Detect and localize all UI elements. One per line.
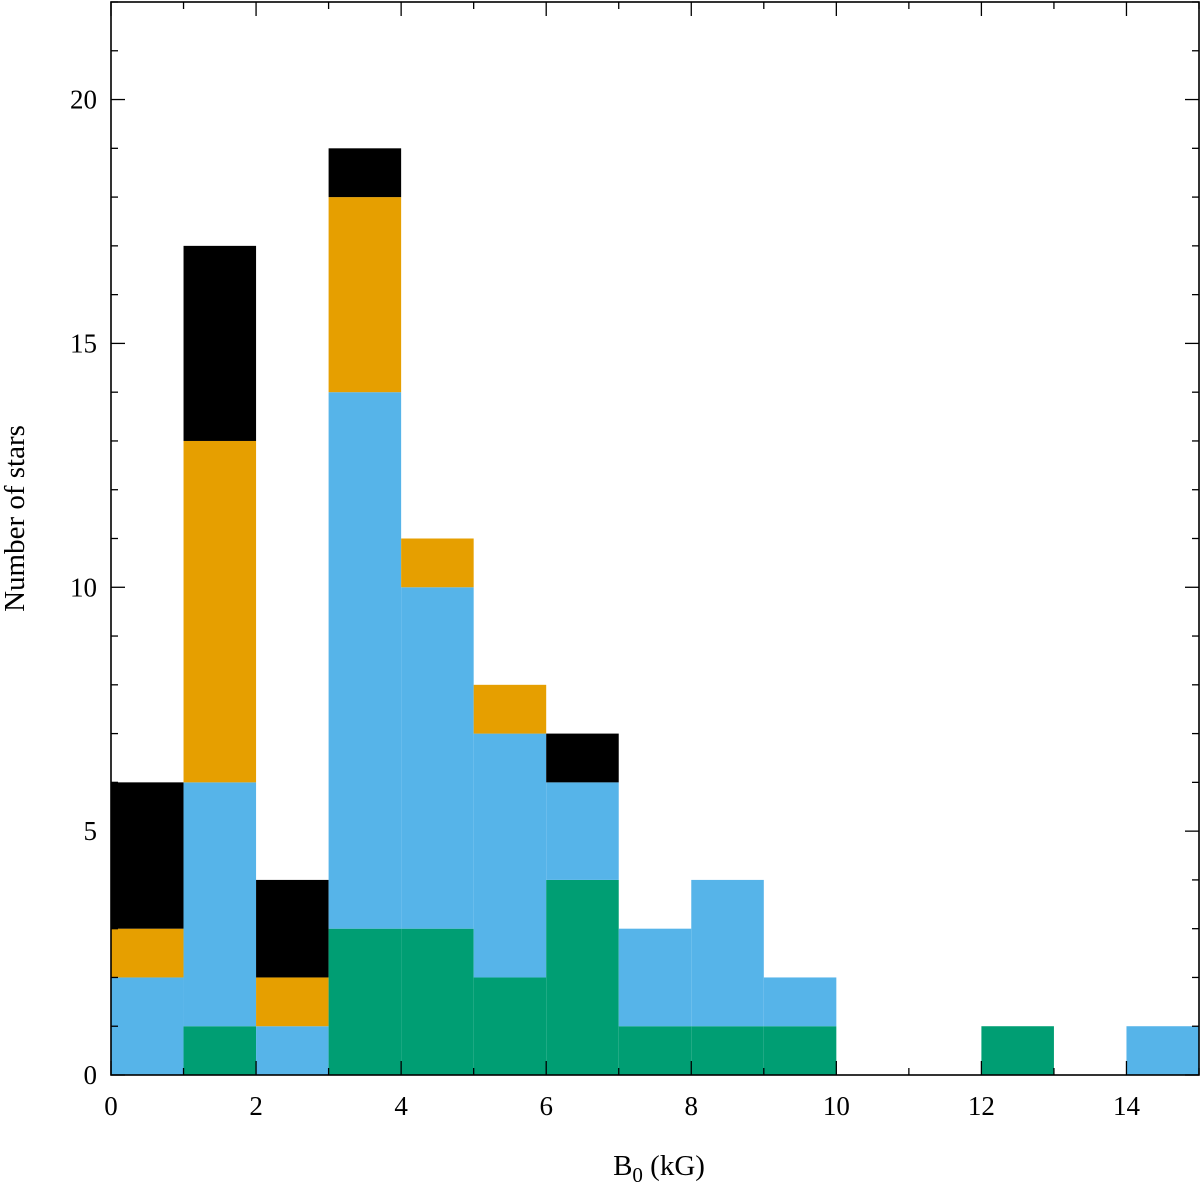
bar-segment (618, 1026, 692, 1075)
bar-segment (763, 1026, 837, 1075)
bar-segment (473, 977, 547, 1075)
bar-segment (183, 440, 257, 783)
y-tick-label: 5 (84, 816, 98, 846)
bar-segment (691, 879, 764, 1027)
x-tick-label: 4 (394, 1091, 408, 1121)
x-tick-label: 12 (968, 1091, 995, 1121)
bar-segment (546, 733, 619, 783)
bar-segment (473, 684, 547, 734)
bar-segment (401, 928, 474, 1075)
tick-labels-group: 0 2 4 6 8 10 12 14 0 5 10 15 20 (70, 85, 1140, 1121)
x-tick-label: 6 (539, 1091, 553, 1121)
bar-segment (546, 879, 619, 1075)
bar-segment (183, 782, 257, 1027)
ticks-group (110, 1, 1200, 1076)
x-tick-label: 8 (685, 1091, 699, 1121)
bar-segment (328, 197, 402, 393)
bar-segment (328, 392, 402, 929)
x-tick-label: 0 (104, 1091, 118, 1121)
bar-segment (328, 148, 402, 198)
bar-segment (981, 1026, 1054, 1075)
bar-segment (183, 245, 257, 441)
y-tick-label: 20 (70, 85, 97, 115)
bar-segment (691, 1026, 764, 1075)
bar-segment (763, 977, 837, 1027)
bar-segment (401, 538, 474, 588)
x-tick-label: 10 (823, 1091, 850, 1121)
bar-segment (328, 928, 402, 1075)
bar-segment (618, 928, 692, 1027)
x-axis-label-main: B (613, 1150, 632, 1182)
bar-segment (183, 1026, 257, 1075)
x-axis-label-unit: (kG) (643, 1150, 705, 1182)
plot-frame (110, 1, 1200, 1076)
bar-segment (256, 1026, 329, 1075)
y-tick-label: 10 (70, 572, 97, 602)
bar-segment (546, 782, 619, 880)
bar-segment (1126, 1026, 1199, 1075)
bar-segment (473, 733, 547, 978)
x-axis-label-subscript: 0 (632, 1163, 643, 1187)
bar-segment (256, 879, 329, 978)
bar-segment (111, 782, 184, 929)
bar-segment (111, 928, 184, 978)
bar-segment (256, 977, 329, 1027)
y-tick-label: 15 (70, 328, 97, 358)
bars-group (111, 148, 1199, 1075)
y-tick-label: 0 (84, 1060, 98, 1090)
bar-segment (111, 977, 184, 1075)
x-axis-label: B0 (kG) (613, 1150, 705, 1187)
x-tick-label: 2 (249, 1091, 263, 1121)
y-axis-label: Number of stars (0, 425, 31, 612)
x-tick-label: 14 (1113, 1091, 1141, 1121)
bar-segment (401, 587, 474, 929)
